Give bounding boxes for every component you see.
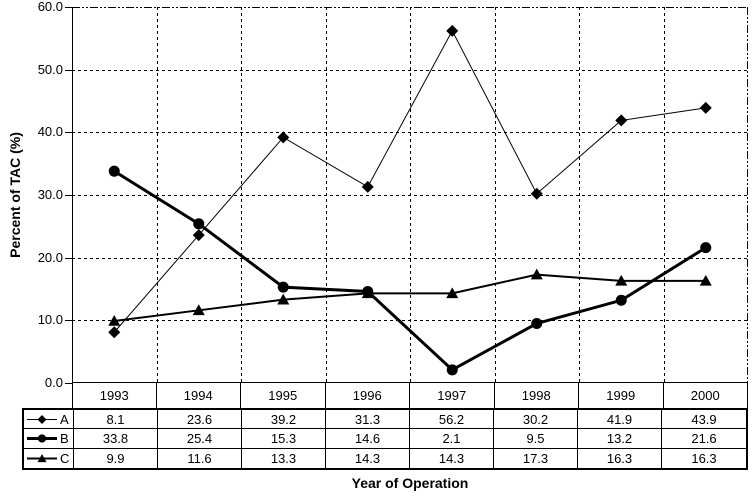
legend-cell-A: A — [24, 410, 74, 430]
table-value-cell: 23.6 — [158, 410, 242, 430]
y-tick-label: 30.0 — [37, 187, 63, 202]
table-value-cell: 13.3 — [242, 448, 326, 468]
table-value-cell: 8.1 — [74, 410, 158, 430]
table-value-cell: 14.6 — [326, 429, 410, 449]
series-A-line — [113, 29, 706, 333]
y-axis-tick-labels: 0.0 10.0 20.0 30.0 40.0 50.0 60.0 — [0, 0, 63, 390]
table-value-cell: 9.5 — [494, 429, 578, 449]
table-value-cell: 56.2 — [410, 410, 494, 430]
y-tick-label: 60.0 — [37, 0, 63, 14]
table-value-cell: 14.3 — [326, 448, 410, 468]
table-value-cell: 41.9 — [578, 410, 662, 430]
circle-marker-icon — [700, 242, 712, 254]
diamond-marker-icon — [361, 180, 374, 193]
table-value-cell: 2.1 — [410, 429, 494, 449]
year-header-cell: 1993 — [72, 383, 157, 408]
x-axis-year-header: 1993 1994 1995 1996 1997 1998 1999 2000 — [72, 383, 748, 408]
table-value-cell: 31.3 — [326, 410, 410, 430]
year-header-cell: 1999 — [579, 383, 664, 408]
year-header-cell: 2000 — [664, 383, 748, 408]
circle-marker-icon — [362, 285, 374, 298]
circle-marker-icon — [446, 364, 458, 376]
triangle-marker-icon — [699, 274, 712, 286]
legend-cell-C: C — [24, 448, 74, 468]
diamond-marker-icon — [530, 187, 543, 200]
legend-series-label: C — [60, 450, 70, 466]
triangle-marker-icon — [108, 314, 121, 326]
circle-marker-icon — [37, 434, 47, 443]
triangle-marker-icon — [446, 287, 459, 299]
circle-marker-icon — [193, 218, 205, 230]
legend-glyph-C — [27, 453, 57, 462]
legend-series-label: B — [60, 430, 69, 446]
series-B — [108, 165, 712, 376]
circle-marker-icon — [277, 281, 289, 293]
table-value-cell: 30.2 — [494, 410, 578, 430]
table-value-cell: 17.3 — [494, 448, 578, 468]
y-tick-label: 50.0 — [37, 61, 63, 77]
diamond-marker-icon — [446, 24, 459, 37]
series-C-line — [114, 273, 706, 322]
triangle-marker-icon — [615, 274, 628, 286]
plot-canvas — [65, 7, 748, 384]
y-tick-label: 20.0 — [37, 249, 63, 265]
table-value-cell: 33.8 — [74, 429, 158, 449]
table-value-cell: 39.2 — [242, 410, 326, 430]
year-header-cell: 1997 — [410, 383, 495, 408]
table-value-cell: 9.9 — [74, 448, 158, 468]
legend-series-label: A — [60, 411, 69, 427]
legend-cell-B: B — [24, 429, 74, 449]
table-value-cell: 14.3 — [410, 448, 494, 468]
data-table: A 8.1 23.6 39.2 31.3 56.2 30.2 41.9 43.9 B 33.8 25.… — [22, 408, 748, 470]
table-value-cell: 43.9 — [662, 410, 746, 430]
x-axis-title: Year of Operation — [351, 475, 469, 491]
year-header-cell: 1998 — [495, 383, 579, 408]
table-value-cell: 16.3 — [691, 450, 717, 466]
triangle-marker-icon — [37, 453, 47, 462]
year-header-cell: 1994 — [157, 383, 241, 408]
y-tick-label: 40.0 — [37, 124, 63, 140]
legend-glyph-A — [27, 414, 57, 424]
diamond-marker-icon — [699, 101, 712, 114]
series-A — [108, 24, 712, 339]
circle-marker-icon — [108, 165, 120, 177]
diamond-marker-icon — [192, 229, 205, 242]
triangle-marker-icon — [530, 268, 543, 280]
diamond-marker-icon — [37, 414, 47, 424]
table-value-cell: 11.6 — [158, 448, 242, 468]
triangle-marker-icon — [277, 293, 290, 305]
circle-marker-icon — [615, 294, 627, 306]
y-tick-label: 0.0 — [44, 375, 63, 390]
diamond-marker-icon — [108, 326, 121, 339]
table-value-cell: 15.3 — [242, 429, 326, 449]
year-header-cell: 1996 — [326, 383, 410, 408]
diamond-marker-icon — [277, 131, 290, 144]
diamond-marker-icon — [615, 114, 628, 127]
series-B-line — [113, 169, 707, 372]
plot-area — [65, 7, 748, 384]
y-tick-label: 10.0 — [37, 312, 63, 328]
triangle-marker-icon — [192, 304, 205, 316]
table-value-cell: 13.2 — [578, 429, 662, 449]
table-value-cell: 21.6 — [662, 429, 746, 449]
table-value-cell: 25.4 — [158, 429, 242, 449]
year-header-cell: 1995 — [241, 383, 326, 408]
circle-marker-icon — [531, 317, 543, 329]
table-value-cell: 16.3 — [578, 448, 662, 468]
legend-glyph-B — [27, 434, 57, 443]
